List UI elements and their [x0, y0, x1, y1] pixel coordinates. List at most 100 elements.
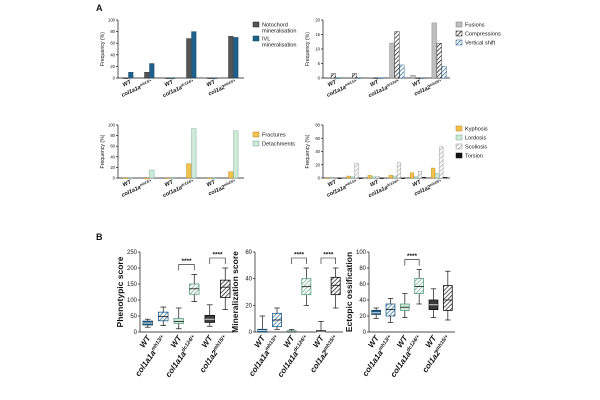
- y-tick-label: 100: [108, 18, 116, 23]
- legend-swatch: [455, 152, 463, 159]
- bar-torsion: [337, 177, 342, 179]
- x-tick-label: WT: [327, 179, 338, 188]
- y-tick-label: 0: [249, 330, 253, 336]
- x-tick-label: WT: [164, 79, 175, 88]
- y-axis-label: Ectopic ossification: [344, 252, 354, 332]
- bar-fusions: [347, 77, 353, 79]
- bar-detachments: [191, 128, 197, 179]
- x-tick-label: WT: [412, 79, 423, 88]
- legend-label: IVL: [262, 37, 270, 43]
- bar-compressions: [330, 73, 336, 79]
- y-tick-label: 100: [127, 298, 138, 304]
- bar-notochord-mineralisation: [228, 36, 234, 79]
- legend-label: Fusions: [465, 23, 485, 29]
- x-tick-label: WT: [206, 179, 217, 188]
- bar-ivl-mineralisation: [170, 77, 176, 79]
- bar-ivl-mineralisation: [128, 71, 134, 79]
- bar-scoliosis: [396, 162, 401, 179]
- x-tick-label: WT: [369, 179, 380, 188]
- legend-swatch: [455, 30, 463, 37]
- bar-kyphosis: [346, 175, 351, 179]
- legend-swatch: [455, 21, 463, 28]
- y-tick-label: 0: [113, 176, 116, 181]
- y-tick-label: 60: [359, 282, 366, 288]
- bar-fractures: [228, 171, 234, 179]
- y-tick-label: 80: [315, 123, 320, 128]
- y-tick-label: 40: [245, 277, 252, 283]
- bar-notochord-mineralisation: [123, 77, 129, 79]
- significance-label: ****: [294, 252, 305, 259]
- bar-scoliosis: [439, 146, 444, 179]
- significance-label: ****: [323, 252, 334, 259]
- y-tick-label: 20: [110, 165, 115, 170]
- bar-detachments: [233, 130, 239, 179]
- bar-compressions: [352, 73, 358, 79]
- y-axis-label: Phenotypic score: [115, 256, 125, 327]
- y-tick-label: 0: [318, 176, 321, 181]
- legend-swatch: [455, 143, 463, 150]
- y-tick-label: 40: [315, 149, 320, 154]
- bar-vertical-shift: [335, 77, 341, 79]
- bar-fractures: [207, 177, 213, 179]
- x-tick-label: WT: [327, 79, 338, 88]
- bar-compressions: [436, 43, 442, 79]
- x-tick-label: WT: [122, 79, 133, 88]
- bar-torsion: [379, 177, 384, 179]
- y-axis-label: Frequency (%): [305, 32, 311, 66]
- panel-label-b: B: [96, 232, 103, 242]
- bar-compressions: [394, 31, 400, 79]
- bar-lordosis: [329, 177, 334, 179]
- y-tick-label: 40: [110, 52, 115, 57]
- y-tick-label: 0: [363, 330, 367, 336]
- y-tick-label: 5: [318, 61, 321, 66]
- bar-ivl-mineralisation: [149, 63, 155, 79]
- legend-swatch: [252, 140, 260, 147]
- legend-swatch: [455, 125, 463, 132]
- y-tick-label: 0: [318, 76, 321, 81]
- legend-label: Compressions: [465, 32, 501, 38]
- bar-fusions: [431, 22, 437, 79]
- bar-fusions: [368, 77, 374, 79]
- bar-kyphosis: [367, 175, 372, 179]
- legend-label: Notochord: [262, 23, 288, 29]
- legend-label: Scoliosis: [465, 145, 487, 151]
- bar-kyphosis: [409, 172, 415, 179]
- y-tick-label: 250: [127, 250, 138, 256]
- bar-fractures: [123, 177, 129, 179]
- legend-label: Vertical shift: [465, 41, 496, 47]
- significance-label: ****: [407, 253, 418, 260]
- legend-label: Fractures: [262, 133, 286, 139]
- bar-scoliosis: [333, 177, 338, 179]
- bar-detachments: [170, 177, 176, 179]
- box: [330, 276, 341, 296]
- y-tick-label: 20: [315, 162, 320, 167]
- y-tick-label: 40: [359, 298, 366, 304]
- y-tick-label: 20: [110, 64, 115, 69]
- bar-fractures: [144, 177, 150, 179]
- y-tick-label: 20: [315, 18, 320, 23]
- significance-bracket: [320, 257, 336, 264]
- bar-torsion: [400, 177, 405, 179]
- y-tick-label: 60: [315, 136, 320, 141]
- y-tick-label: 10: [315, 47, 320, 52]
- legend-swatch: [252, 35, 260, 42]
- y-tick-label: 0: [134, 330, 138, 336]
- bar-detachments: [149, 169, 155, 179]
- y-tick-label: 40: [110, 154, 115, 159]
- y-tick-label: 20: [359, 314, 366, 320]
- bar-lordosis: [435, 173, 440, 179]
- x-tick-label: WT: [164, 179, 175, 188]
- legend-label: Lordosis: [465, 136, 486, 142]
- legend-swatch: [252, 131, 260, 138]
- bar-fractures: [165, 177, 171, 179]
- bar-detachments: [212, 177, 218, 179]
- significance-label: ****: [181, 258, 192, 265]
- bar-scoliosis: [354, 163, 359, 179]
- bar-kyphosis: [388, 175, 393, 179]
- y-tick-label: 100: [108, 123, 116, 128]
- bar-fusions: [325, 77, 331, 79]
- x-tick-label: WT: [206, 79, 217, 88]
- bar-notochord-mineralisation: [165, 77, 171, 79]
